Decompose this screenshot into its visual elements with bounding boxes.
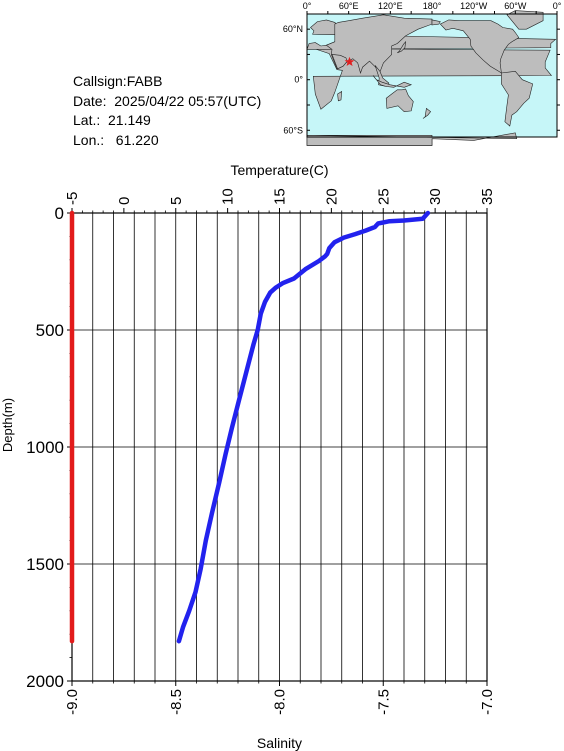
salinity-tick-label: -7.5 (375, 689, 392, 715)
temperature-tick-label: 30 (427, 188, 444, 205)
map-land-madagascar (337, 90, 343, 102)
salinity-tick-label: -9.0 (64, 689, 81, 715)
map-lon-label: 120°E (378, 1, 403, 11)
station-marker-icon (344, 56, 355, 66)
temperature-tick-label: 0 (116, 197, 133, 205)
depth-tick-label: 1000 (26, 438, 64, 457)
map-land-indonesia (372, 75, 413, 88)
longitude-text: Lon.: 61.220 (73, 131, 159, 148)
map-lon-label: 60°W (504, 1, 527, 11)
temperature-profile-line (176, 210, 431, 644)
map-lat-label: 0° (294, 75, 303, 85)
map-land-japan (397, 40, 407, 54)
location-map: 0° 60°E 120°E 180° 120°W 60°W 0° 60°N 0° 60°S (283, 1, 562, 146)
depth-tick-label: 2000 (26, 672, 64, 691)
temperature-tick-label: 15 (272, 188, 289, 205)
temperature-tick-label: -5 (64, 192, 81, 205)
map-lon-label: 120°W (460, 1, 488, 11)
map-lat-label: 60°N (283, 24, 303, 34)
map-land-antarctica-west (306, 132, 518, 146)
map-land-australia (385, 88, 414, 113)
map-lon-label: 60°E (339, 1, 359, 11)
map-lon-label: 180° (423, 1, 442, 11)
map-land-north-america (439, 19, 520, 74)
map-lon-label: 0° (553, 1, 562, 11)
temperature-tick-label: 10 (220, 188, 237, 205)
depth-axis-title: Depth(m) (0, 398, 15, 452)
station-info: Callsign:FABB Date: 2025/04/22 05:57(UTC… (73, 72, 261, 150)
date-text: Date: 2025/04/22 05:57(UTC) (73, 92, 262, 109)
depth-tick-label: 0 (55, 204, 64, 223)
callsign-text: Callsign:FABB (73, 73, 163, 89)
salinity-axis-title: Salinity (257, 735, 302, 751)
map-land-asia-east (431, 19, 441, 26)
temperature-tick-label: 25 (375, 188, 392, 205)
salinity-tick-label: -8.5 (168, 689, 185, 715)
map-land-new-zealand (422, 107, 432, 119)
map-lat-label: 60°S (283, 125, 303, 135)
temperature-tick-label: 5 (168, 197, 185, 205)
map-land-greenland (506, 10, 544, 30)
map-land-south-america (501, 70, 534, 127)
temperature-axis-title: Temperature(C) (230, 162, 328, 178)
latitude-text: Lat.: 21.149 (73, 112, 151, 128)
map-lon-label: 0° (303, 1, 312, 11)
temperature-tick-label: 20 (323, 188, 340, 205)
depth-tick-label: 500 (36, 321, 64, 340)
depth-tick-label: 1500 (26, 555, 64, 574)
salinity-tick-label: -7.0 (479, 689, 496, 715)
salinity-tick-label: -8.0 (272, 689, 289, 715)
temperature-tick-label: 35 (479, 188, 496, 205)
